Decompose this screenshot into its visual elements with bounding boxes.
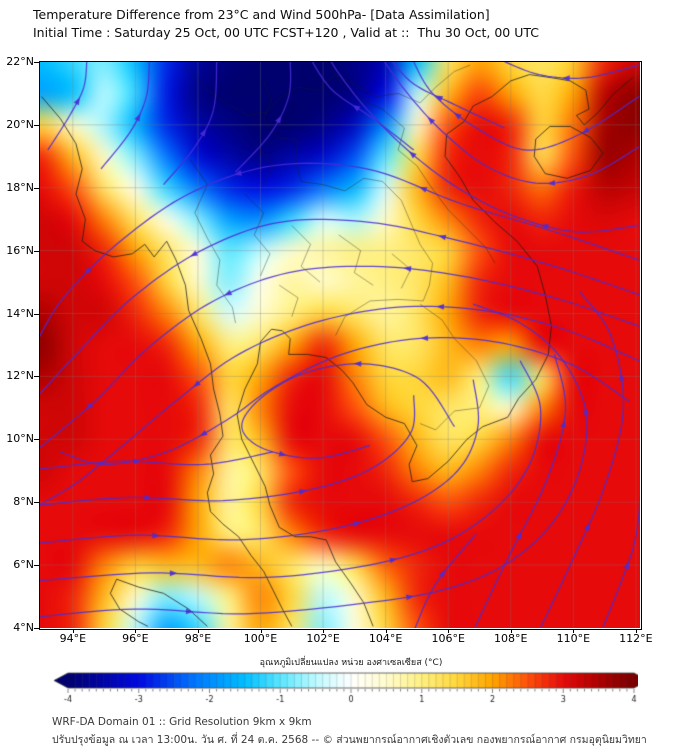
x-tick-label: 102°E xyxy=(306,632,340,645)
x-tick-mark xyxy=(135,629,137,633)
colorbar-label: อุณหภูมิเปลี่ยนแปลง หน่วย องศาเซลเซียส (… xyxy=(259,658,443,668)
x-tick-label: 108°E xyxy=(494,632,528,645)
y-tick-label: 4°N xyxy=(13,620,34,634)
page-subtitle: Initial Time : Saturday 25 Oct, 00 UTC F… xyxy=(33,25,539,40)
x-tick-label: 110°E xyxy=(556,632,591,645)
y-tick-label: 6°N xyxy=(13,558,34,572)
x-tick-mark xyxy=(72,629,74,633)
y-tick-label: 10°N xyxy=(6,432,34,446)
x-tick-label: 98°E xyxy=(184,632,212,645)
y-tick-label: 8°N xyxy=(13,495,34,509)
y-tick-mark xyxy=(34,250,39,252)
y-tick-label: 20°N xyxy=(6,117,34,131)
y-tick-mark xyxy=(34,376,39,378)
x-tick-mark xyxy=(573,629,575,633)
footer-thai-credit: ปรับปรุงข้อมูล ณ เวลา 13:00น. วัน ศ. ที่… xyxy=(52,734,647,746)
footer-domain-info: WRF-DA Domain 01 :: Grid Resolution 9km … xyxy=(52,716,312,728)
x-tick-label: 112°E xyxy=(619,632,653,645)
temperature-wind-map-canvas xyxy=(40,62,640,628)
x-tick-label: 100°E xyxy=(243,632,278,645)
y-tick-label: 14°N xyxy=(6,306,34,320)
x-tick-mark xyxy=(510,629,512,633)
y-tick-mark xyxy=(34,565,39,567)
page-title: Temperature Difference from 23°C and Win… xyxy=(33,7,490,22)
x-tick-label: 104°E xyxy=(368,632,403,645)
y-tick-label: 12°N xyxy=(6,369,34,383)
x-tick-label: 94°E xyxy=(59,632,87,645)
x-tick-label: 96°E xyxy=(122,632,149,645)
colorbar-canvas xyxy=(38,668,638,706)
y-tick-label: 16°N xyxy=(6,243,34,257)
x-tick-mark xyxy=(197,629,199,633)
x-tick-mark xyxy=(260,629,262,633)
x-tick-mark xyxy=(635,629,637,633)
y-tick-mark xyxy=(34,502,39,504)
x-tick-label: 106°E xyxy=(431,632,465,645)
x-tick-mark xyxy=(448,629,450,633)
y-tick-mark xyxy=(34,627,39,629)
x-tick-mark xyxy=(385,629,387,633)
x-tick-mark xyxy=(323,629,325,633)
y-tick-label: 22°N xyxy=(6,55,34,68)
y-tick-mark xyxy=(34,62,39,63)
y-tick-mark xyxy=(34,313,39,315)
y-tick-mark xyxy=(34,187,39,189)
map-plot-area xyxy=(39,61,642,630)
y-tick-label: 18°N xyxy=(6,180,34,194)
y-tick-mark xyxy=(34,439,39,441)
y-tick-mark xyxy=(34,124,39,126)
